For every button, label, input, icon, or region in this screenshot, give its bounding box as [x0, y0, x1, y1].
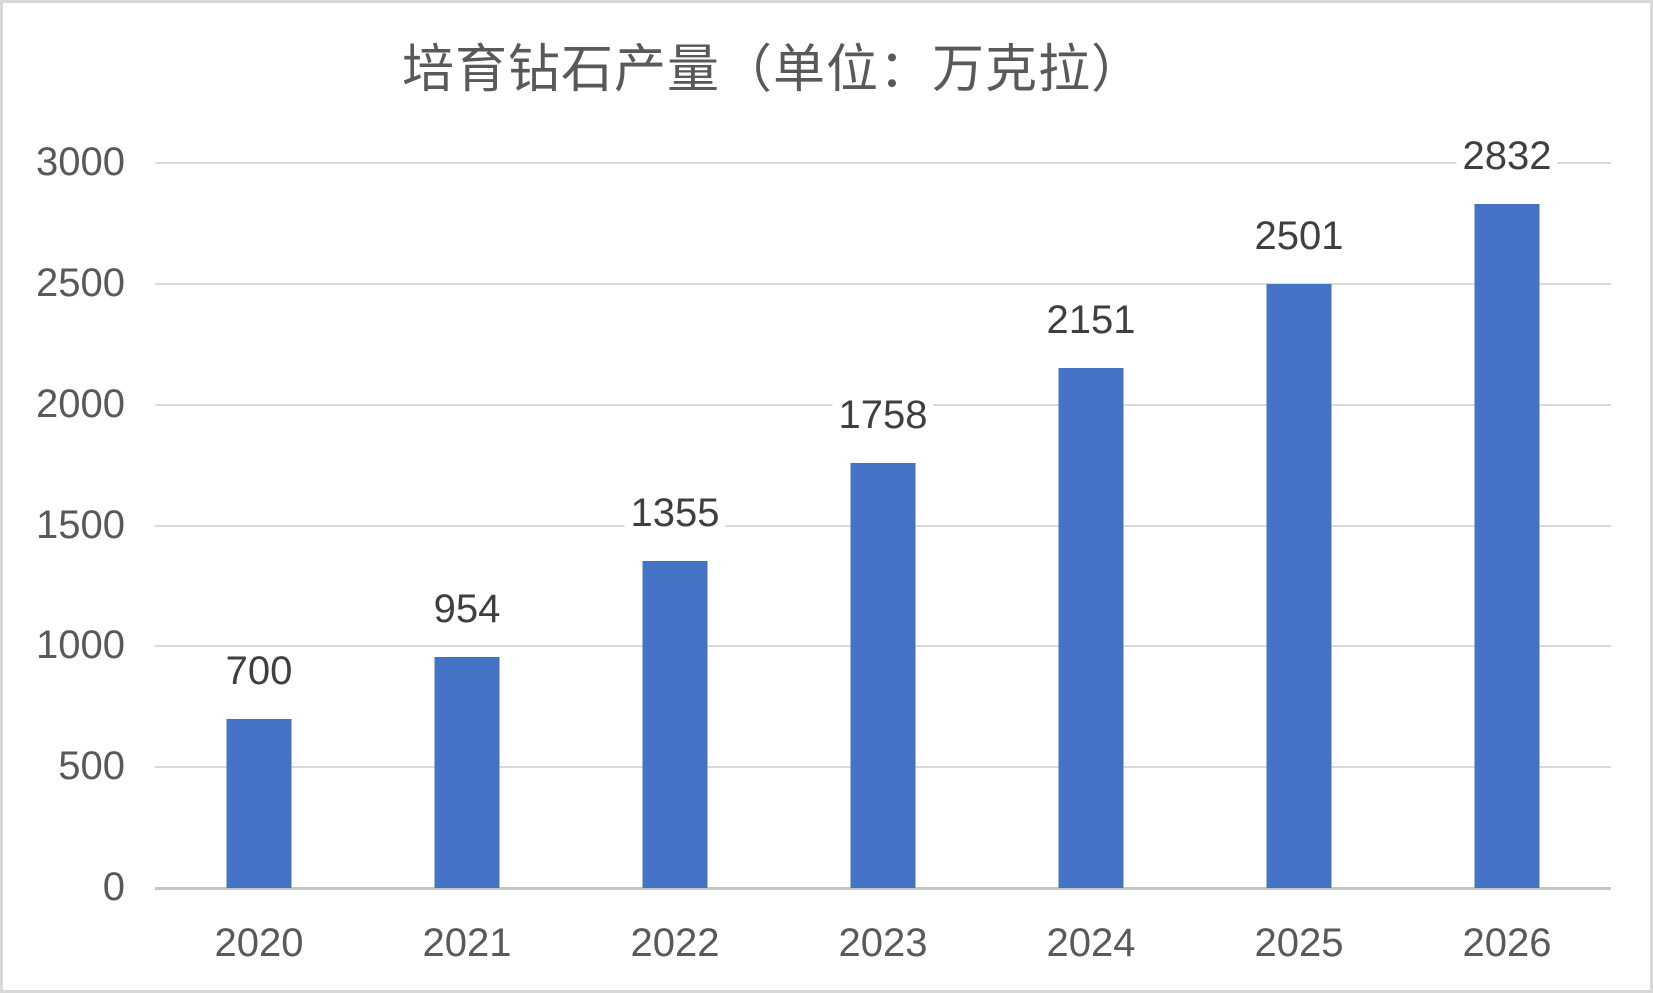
bar-slot-2025: 2501: [1195, 163, 1403, 888]
bar-2021: [434, 657, 500, 888]
data-label-2025: 2501: [1248, 215, 1350, 256]
bar-2022: [642, 560, 708, 888]
bar-slot-2026: 2832: [1403, 135, 1611, 888]
x-tick-label-2024: 2024: [1046, 921, 1136, 965]
x-tick-label-2021: 2021: [422, 921, 512, 965]
x-tick-label-2025: 2025: [1254, 921, 1344, 965]
x-tick-label-2020: 2020: [214, 921, 304, 965]
bar-2025: [1266, 283, 1332, 888]
y-tick-label-1000: 1000: [36, 623, 125, 668]
y-tick-label-3000: 3000: [36, 140, 125, 185]
data-label-2022: 1355: [624, 492, 726, 533]
bar-slot-2023: 1758: [779, 163, 987, 888]
data-label-2026: 2832: [1456, 135, 1558, 176]
x-axis-labels: 2020 2021 2022 2023 2024 2025 2026: [155, 903, 1611, 963]
y-tick-label-500: 500: [58, 744, 125, 789]
y-tick-label-2500: 2500: [36, 261, 125, 306]
bar-2026: [1474, 203, 1540, 888]
bar-slot-2022: 1355: [571, 163, 779, 888]
bar-slot-2020: 700: [155, 163, 363, 888]
data-label-2023: 1758: [832, 395, 934, 436]
data-label-2020: 700: [219, 650, 299, 691]
gridline-3000: [155, 162, 1611, 164]
plot-area: 700 954 1355 1758 2151 2501 2832: [155, 135, 1611, 890]
y-tick-label-1500: 1500: [36, 502, 125, 547]
bar-2020: [226, 718, 292, 888]
chart-title: 培育钻石产量（单位：万克拉）: [401, 41, 1144, 99]
bar-2023: [850, 463, 916, 888]
x-tick-label-2022: 2022: [630, 921, 720, 965]
x-axis-line: [155, 887, 1611, 890]
gridline-2500: [155, 282, 1611, 285]
bar-2024: [1058, 368, 1124, 888]
x-tick-label-2026: 2026: [1462, 921, 1552, 965]
bar-slot-2024: 2151: [987, 163, 1195, 888]
y-axis: 0 500 1000 1500 2000 2500 3000: [3, 142, 125, 907]
data-label-2021: 954: [427, 589, 507, 630]
bars-layer: 700 954 1355 1758 2151 2501 2832: [155, 135, 1611, 888]
data-label-2024: 2151: [1040, 300, 1142, 341]
y-tick-label-0: 0: [102, 865, 125, 910]
bar-slot-2021: 954: [363, 163, 571, 888]
x-tick-label-2023: 2023: [838, 921, 928, 965]
y-tick-label-2000: 2000: [36, 381, 125, 426]
